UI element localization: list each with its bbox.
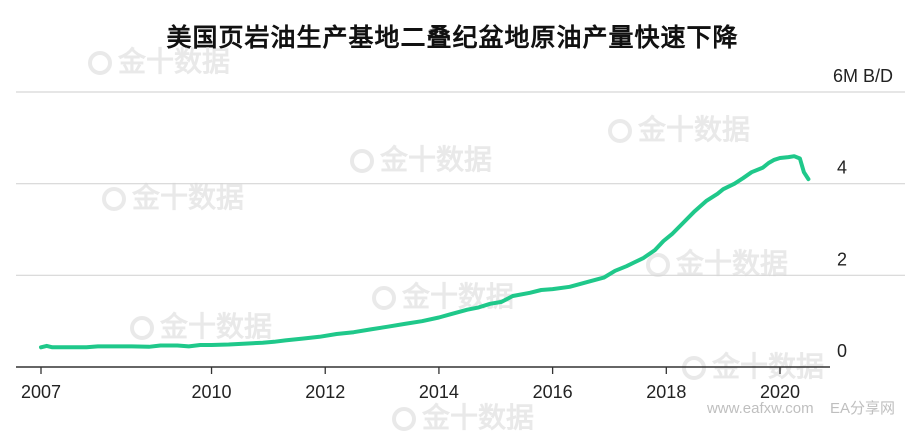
x-tick-label: 2020 [760, 382, 800, 402]
footer-brand: EA分享网 [829, 400, 895, 417]
x-tick-label: 2010 [192, 382, 232, 402]
x-tick-label: 2012 [305, 382, 345, 402]
x-tick-label: 2018 [646, 382, 686, 402]
y-tick-label: 0 [837, 341, 847, 361]
line-chart: 0 2 4 6M B/D 2007 2010 2012 2014 2016 2018 2020 [16, 66, 905, 402]
x-tick-label: 2007 [21, 382, 61, 402]
y-tick-label: 4 [837, 158, 847, 178]
series-line [39, 154, 811, 350]
y-tick-label: 6M B/D [833, 66, 893, 86]
y-tick-label: 2 [837, 249, 847, 269]
x-tick-label: 2014 [419, 382, 459, 402]
footer-site: www.eafxw.com [706, 400, 814, 417]
chart-title: 美国页岩油生产基地二叠纪盆地原油产量快速下降 [166, 23, 739, 52]
x-tick-label: 2016 [533, 382, 573, 402]
footer-credit: www.eafxw.com EA分享网 [707, 397, 895, 418]
